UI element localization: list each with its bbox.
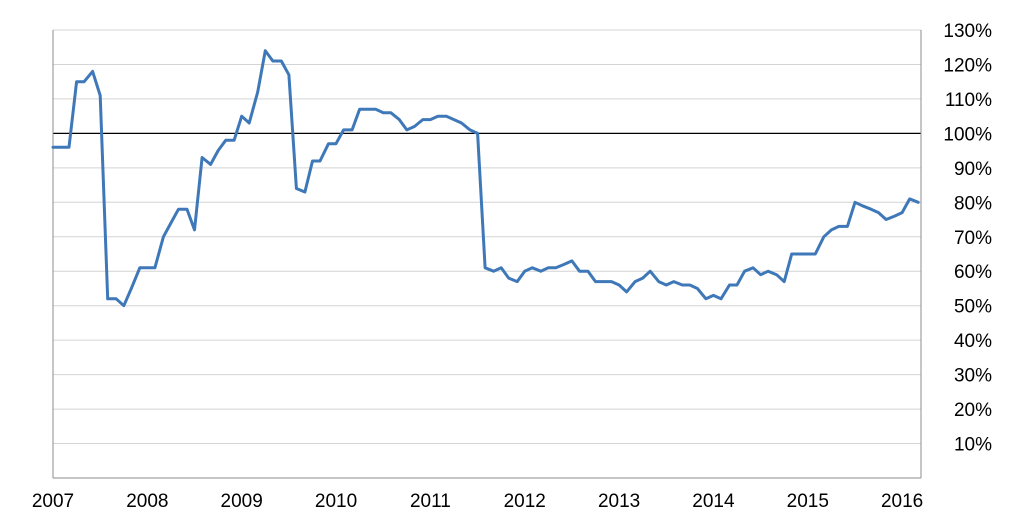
x-tick-label: 2014 — [692, 491, 735, 512]
x-tick-labels: 2007 2008 2009 2010 2011 2012 2013 2014 2015 2016 — [32, 491, 923, 512]
y-tick-label: 110% — [945, 90, 992, 111]
gridlines — [53, 29, 921, 445]
y-tick-label: 40% — [954, 331, 992, 352]
y-tick-label: 120% — [943, 55, 992, 76]
y-tick-label: 130% — [943, 21, 992, 42]
y-tick-labels: 10% 20% 30% 40% 50% 60% 70% 80% 90% 100% 110% 120% 1… — [943, 21, 992, 456]
y-tick-label: 60% — [954, 262, 992, 283]
y-tick-label: 20% — [954, 400, 992, 421]
x-tick-label: 2011 — [410, 491, 451, 512]
x-tick-label: 2008 — [126, 491, 168, 512]
series-line-0 — [51, 49, 920, 308]
axes — [52, 30, 922, 479]
y-tick-label: 30% — [954, 366, 992, 387]
y-tick-label: 90% — [954, 159, 992, 180]
x-tick-label: 2010 — [315, 491, 357, 512]
x-tick-label: 2016 — [881, 491, 923, 512]
y-tick-label: 70% — [954, 228, 992, 249]
x-tick-label: 2009 — [221, 491, 263, 512]
series-layer — [51, 49, 920, 308]
y-tick-label: 50% — [954, 297, 992, 318]
x-tick-label: 2013 — [598, 491, 640, 512]
x-tick-label: 2012 — [504, 491, 546, 512]
y-tick-label: 80% — [954, 193, 992, 214]
y-tick-label: 100% — [943, 124, 992, 145]
x-tick-label: 2007 — [32, 491, 74, 512]
x-tick-label: 2015 — [787, 491, 829, 512]
y-tick-label: 10% — [954, 435, 992, 456]
